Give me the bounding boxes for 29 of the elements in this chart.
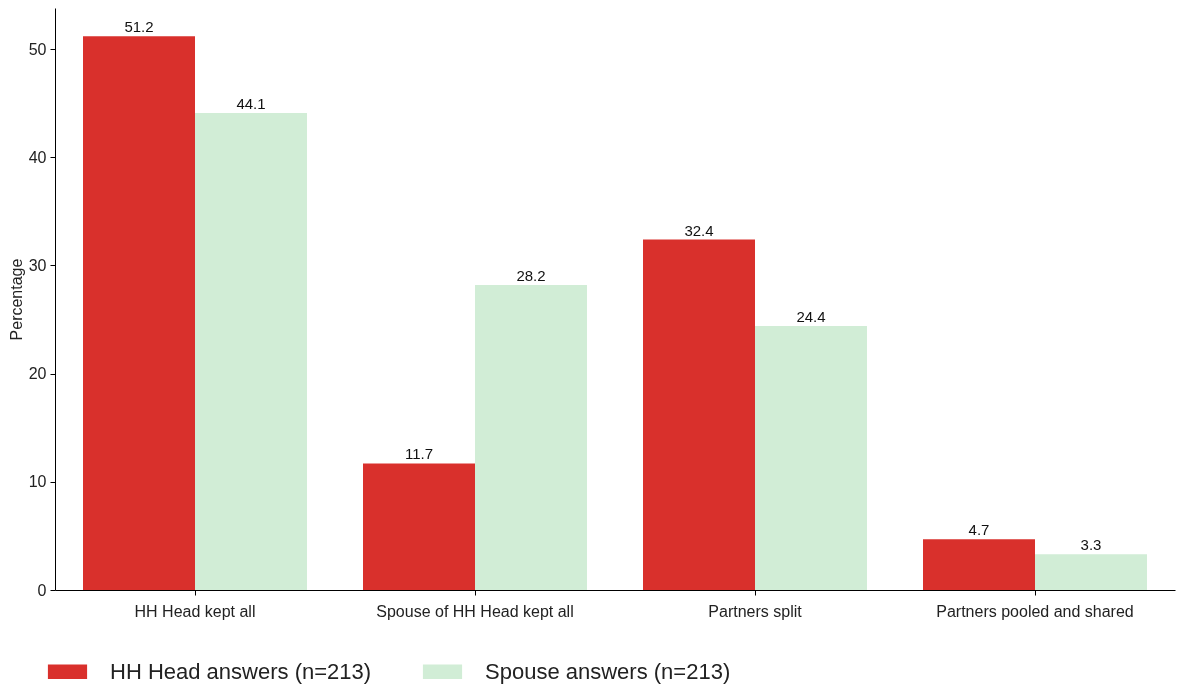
- y-tick-label: 30: [28, 256, 47, 274]
- data-label: 11.7: [404, 445, 434, 463]
- x-tick-label: Partners split: [708, 602, 803, 620]
- y-tick-label: 50: [28, 40, 47, 58]
- data-label: 3.3: [1080, 536, 1102, 554]
- data-label: 44.1: [236, 94, 266, 112]
- bar: [475, 284, 587, 590]
- bar: [1035, 554, 1147, 590]
- bar: [363, 463, 475, 590]
- bar: [643, 239, 755, 590]
- x-tick-label: HH Head kept all: [134, 602, 256, 620]
- y-tick-label: 40: [28, 148, 47, 166]
- data-label: 32.4: [684, 221, 714, 239]
- y-axis-title: Percentage: [7, 258, 25, 341]
- legend-label: Spouse answers (n=213): [485, 658, 731, 684]
- data-label: 51.2: [124, 18, 154, 36]
- x-tick-label: Partners pooled and shared: [936, 602, 1134, 620]
- legend-label: HH Head answers (n=213): [110, 658, 372, 684]
- bar: [755, 326, 867, 590]
- bar: [195, 112, 307, 590]
- data-label: 4.7: [968, 521, 990, 539]
- data-label: 24.4: [796, 308, 826, 326]
- bar: [83, 36, 195, 590]
- y-tick-label: 0: [37, 581, 47, 599]
- x-tick-label: Spouse of HH Head kept all: [376, 602, 574, 620]
- data-label: 28.2: [516, 266, 546, 284]
- y-tick-label: 20: [28, 365, 47, 383]
- y-tick-label: 10: [28, 473, 47, 491]
- bar: [923, 539, 1035, 590]
